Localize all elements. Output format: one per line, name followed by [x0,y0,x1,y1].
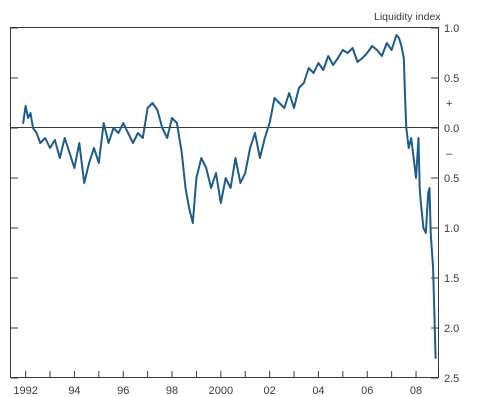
x-tick-label: 2000 [209,385,233,397]
y-negative-sign: – [446,148,453,160]
y-tick-label: 2.0 [444,323,459,335]
y-tick-label: 1.0 [444,23,459,35]
y-axis-title: Liquidity index [374,11,441,23]
y-positive-sign: + [446,98,452,110]
x-tick-label: 1992 [13,385,37,397]
y-tick-label: 0.5 [444,73,459,85]
series-group [22,34,437,359]
x-axis-ticks: 1992 94 96 98 2000 02 04 06 08 [13,371,422,397]
y-tick-label: 1.5 [444,273,459,285]
x-tick-label: 02 [264,385,276,397]
y-axis-ticks: 1.0 0.5 0.0 0.5 1.0 1.5 2.0 2.5 + – [11,23,459,385]
liquidity-index-line [22,34,437,359]
plot-frame [10,27,439,378]
x-tick-label: 08 [410,385,422,397]
x-tick-label: 04 [312,385,324,397]
x-tick-label: 94 [68,385,80,397]
y-tick-label: 0.0 [444,123,459,135]
y-tick-label: 1.0 [444,223,459,235]
y-tick-label: 2.5 [444,373,459,385]
x-tick-label: 96 [117,385,129,397]
x-tick-label: 98 [166,385,178,397]
x-tick-label: 06 [361,385,373,397]
y-tick-label: 0.5 [444,173,459,185]
